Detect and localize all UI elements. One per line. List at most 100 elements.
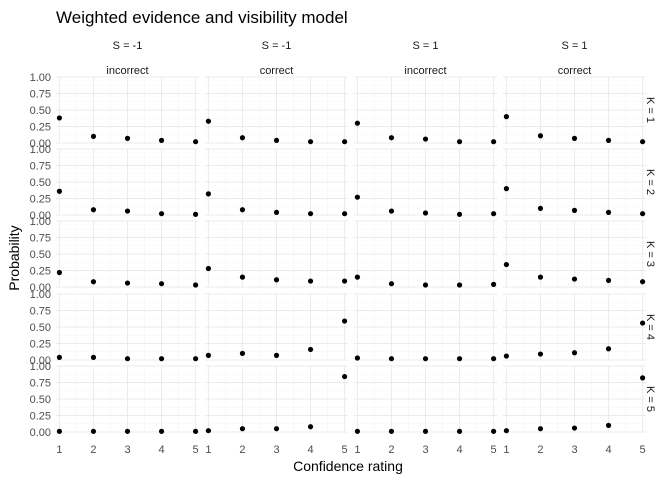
data-point: [158, 281, 165, 287]
data-point: [456, 139, 463, 145]
panel-2-2: [205, 148, 348, 216]
data-point: [90, 133, 97, 139]
data-point: [158, 211, 165, 217]
panel-2-4: [503, 148, 646, 216]
data-point: [124, 356, 131, 362]
strip-label-k: K = 3: [644, 241, 656, 267]
data-point: [192, 139, 199, 145]
data-point: [490, 356, 497, 362]
data-point: [307, 211, 314, 217]
panel-5-2: [205, 365, 348, 433]
x-tick-label: 3: [422, 444, 428, 456]
panel-4-1: [56, 293, 199, 361]
data-point: [307, 278, 314, 284]
strip-label-correct: correct: [260, 65, 294, 77]
data-point: [571, 350, 578, 356]
data-point: [205, 118, 212, 124]
y-tick-label: 0.25: [30, 266, 51, 278]
strip-label-s: S = -1: [113, 40, 143, 52]
data-point: [205, 352, 212, 358]
data-point: [503, 186, 510, 192]
y-tick-label: 1.00: [30, 144, 51, 156]
x-tick-label: 3: [273, 444, 279, 456]
data-point: [490, 428, 497, 434]
x-tick-label: 3: [124, 444, 130, 456]
panel-1-1: [56, 76, 199, 144]
x-tick-label: 1: [56, 444, 62, 456]
x-tick-label: 2: [90, 444, 96, 456]
strip-label-s: S = 1: [413, 40, 439, 52]
data-point: [537, 426, 544, 432]
strip-label-k: K = 4: [644, 314, 656, 340]
data-point: [605, 346, 612, 352]
data-point: [490, 281, 497, 287]
data-point: [422, 428, 429, 434]
x-tick-label: 2: [239, 444, 245, 456]
panel-1-4: [503, 76, 646, 144]
data-point: [124, 280, 131, 286]
x-tick-label: 4: [605, 444, 611, 456]
panel-3-1: [56, 220, 199, 288]
data-point: [354, 274, 361, 280]
data-point: [192, 356, 199, 362]
data-point: [605, 209, 612, 215]
data-point: [605, 277, 612, 283]
data-point: [639, 375, 646, 381]
data-point: [341, 318, 348, 324]
data-point: [124, 428, 131, 434]
y-tick-label: 0.75: [30, 161, 51, 173]
data-point: [90, 207, 97, 213]
data-point: [388, 428, 395, 434]
panel-3-3: [354, 220, 497, 288]
strip-label-k: K = 5: [644, 386, 656, 412]
x-tick-label: 1: [205, 444, 211, 456]
panel-1-2: [205, 76, 348, 144]
data-point: [354, 120, 361, 126]
y-tick-label: 1.00: [30, 289, 51, 301]
y-tick-label: 0.25: [30, 194, 51, 206]
y-tick-label: 0.00: [30, 210, 51, 222]
y-tick-label: 0.50: [30, 394, 51, 406]
data-point: [56, 269, 63, 276]
data-point: [192, 211, 199, 217]
data-point: [90, 279, 97, 285]
strip-label-s: S = -1: [262, 40, 292, 52]
data-point: [341, 373, 348, 380]
strip-label-correct: incorrect: [106, 65, 148, 77]
data-point: [422, 136, 429, 142]
y-tick-label: 0.00: [30, 282, 51, 294]
data-point: [239, 426, 246, 432]
data-point: [503, 114, 510, 120]
data-point: [639, 211, 646, 217]
y-tick-label: 1.00: [30, 361, 51, 373]
y-tick-label: 0.00: [30, 427, 51, 439]
data-point: [605, 137, 612, 143]
data-point: [456, 211, 463, 217]
data-point: [158, 137, 165, 143]
data-point: [205, 265, 212, 272]
panel-5-4: [503, 365, 646, 433]
y-tick-label: 0.75: [30, 89, 51, 101]
data-point: [192, 428, 199, 434]
data-point: [503, 428, 510, 434]
y-tick-label: 0.50: [30, 322, 51, 334]
data-point: [307, 346, 314, 353]
data-point: [490, 211, 497, 217]
y-tick-label: 0.50: [30, 177, 51, 189]
data-point: [422, 282, 429, 288]
data-point: [537, 205, 544, 211]
y-tick-label: 0.00: [30, 138, 51, 150]
data-point: [205, 428, 212, 434]
y-tick-label: 0.00: [30, 355, 51, 367]
data-point: [571, 207, 578, 213]
axes: 0.000.250.500.751.000.000.250.500.751.00…: [30, 72, 646, 456]
strip-label-k: K = 2: [644, 169, 656, 195]
data-point: [56, 188, 63, 194]
data-point: [388, 356, 395, 362]
x-tick-label: 5: [640, 444, 646, 456]
data-point: [239, 207, 246, 213]
x-tick-label: 4: [456, 444, 462, 456]
data-point: [537, 274, 544, 280]
data-point: [158, 428, 165, 434]
